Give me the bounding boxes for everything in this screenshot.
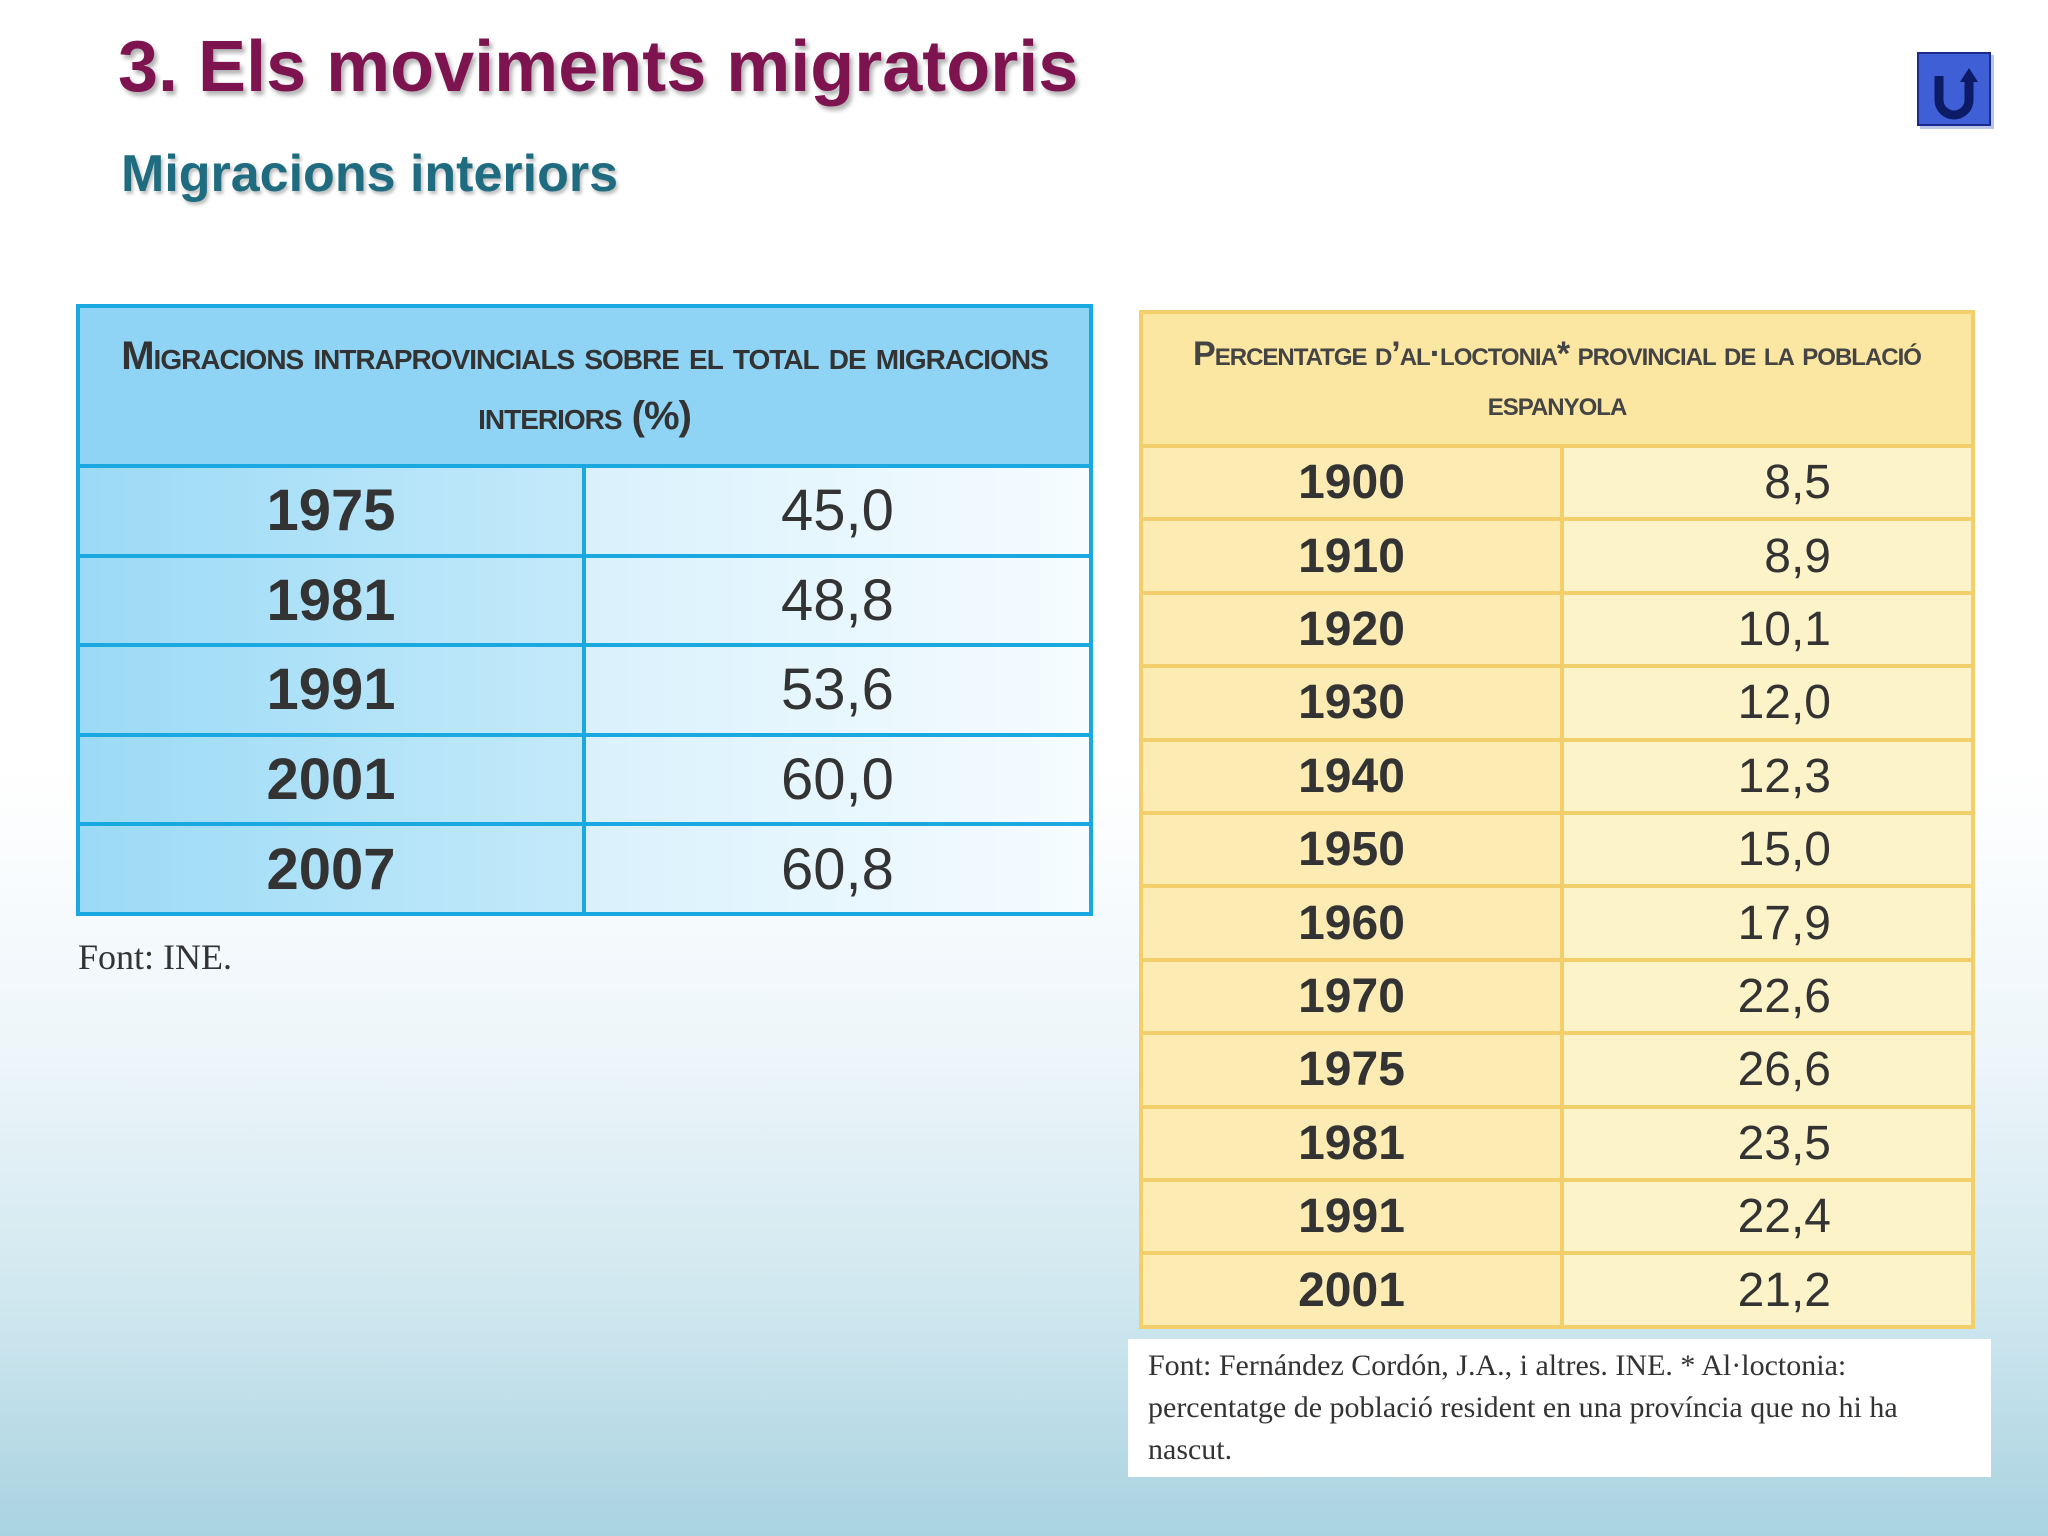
table-alloctonia: Percentatge d’al·loctonia* provincial de… — [1139, 310, 1975, 1329]
year-cell: 1900 — [1139, 443, 1564, 522]
value-cell: 22,6 — [1560, 957, 1975, 1036]
back-button[interactable] — [1917, 52, 1991, 126]
table-row: 2001 21,2 — [1139, 1251, 1975, 1329]
value-cell: 8,5 — [1560, 443, 1975, 522]
table-title: Percentatge d’al·loctonia* provincial de… — [1141, 312, 1973, 446]
value-cell: 21,2 — [1560, 1251, 1975, 1329]
year-cell: 1930 — [1139, 664, 1564, 742]
table-row: 1940 12,3 — [1139, 737, 1975, 816]
table-row: 1970 22,6 — [1139, 957, 1975, 1036]
table-row: 1930 12,0 — [1139, 664, 1975, 742]
table-row: 1981 23,5 — [1139, 1104, 1975, 1183]
value-cell: 60,8 — [582, 822, 1093, 916]
year-cell: 1975 — [1139, 1031, 1564, 1109]
value-cell: 8,9 — [1560, 517, 1975, 595]
value-cell: 53,6 — [582, 643, 1093, 737]
value-cell: 12,3 — [1560, 737, 1975, 816]
value-cell: 60,0 — [582, 732, 1093, 827]
value-cell: 23,5 — [1560, 1104, 1975, 1183]
year-cell: 1940 — [1139, 737, 1564, 816]
subtitle: Migracions interiors — [121, 145, 618, 203]
year-cell: 1991 — [76, 643, 586, 737]
value-cell: 15,0 — [1560, 811, 1975, 889]
table-row: 2007 60,8 — [76, 822, 1093, 916]
year-cell: 1981 — [76, 553, 586, 648]
year-cell: 1975 — [76, 464, 586, 558]
value-cell: 10,1 — [1560, 590, 1975, 669]
year-cell: 2007 — [76, 822, 586, 916]
table-row: 1920 10,1 — [1139, 590, 1975, 669]
back-icon — [1934, 68, 1978, 120]
value-cell: 48,8 — [582, 553, 1093, 648]
value-cell: 22,4 — [1560, 1178, 1975, 1256]
table-row: 1910 8,9 — [1139, 517, 1975, 595]
year-cell: 1920 — [1139, 590, 1564, 669]
value-cell: 17,9 — [1560, 884, 1975, 962]
table-row: 1975 26,6 — [1139, 1031, 1975, 1109]
table-source: Font: Fernández Cordón, J.A., i altres. … — [1128, 1339, 1991, 1477]
table-row: 1981 48,8 — [76, 553, 1093, 648]
value-cell: 12,0 — [1560, 664, 1975, 742]
year-cell: 1991 — [1139, 1178, 1564, 1256]
table-row: 1991 53,6 — [76, 643, 1093, 737]
table-row: 1991 22,4 — [1139, 1178, 1975, 1256]
year-cell: 1960 — [1139, 884, 1564, 962]
year-cell: 1970 — [1139, 957, 1564, 1036]
year-cell: 2001 — [1139, 1251, 1564, 1329]
value-cell: 26,6 — [1560, 1031, 1975, 1109]
value-cell: 45,0 — [582, 464, 1093, 558]
year-cell: 1910 — [1139, 517, 1564, 595]
year-cell: 1950 — [1139, 811, 1564, 889]
table-intraprovincial: Migracions intraprovincials sobre el tot… — [76, 304, 1093, 916]
table-row: 1950 15,0 — [1139, 811, 1975, 889]
table-title: Migracions intraprovincials sobre el tot… — [78, 306, 1091, 466]
table-row: 1900 8,5 — [1139, 443, 1975, 522]
year-cell: 2001 — [76, 732, 586, 827]
table-row: 1975 45,0 — [76, 464, 1093, 558]
table-row: 2001 60,0 — [76, 732, 1093, 827]
year-cell: 1981 — [1139, 1104, 1564, 1183]
title: 3. Els moviments migratoris — [118, 27, 1079, 107]
table-source: Font: INE. — [78, 937, 233, 977]
table-row: 1960 17,9 — [1139, 884, 1975, 962]
